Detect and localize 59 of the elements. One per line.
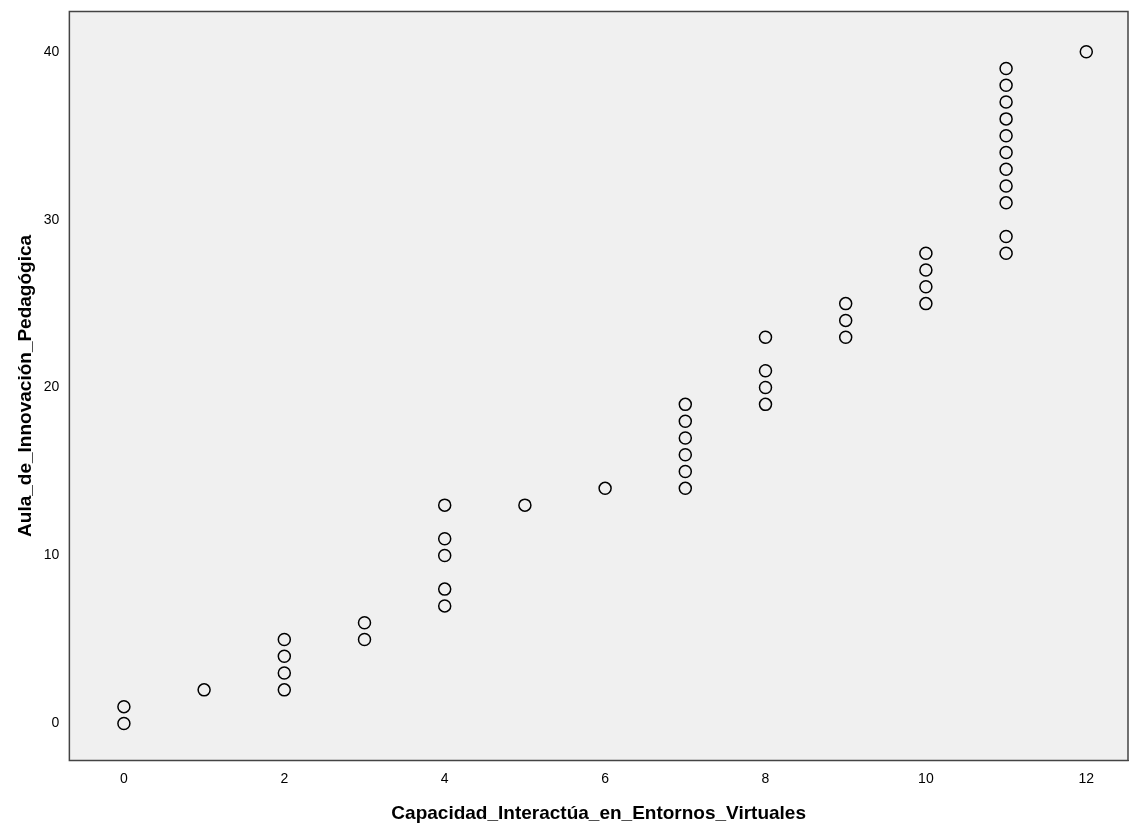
point [919,280,933,294]
point [678,464,693,479]
x-tick-label: 12 [1078,769,1095,786]
point [838,313,853,328]
point [518,498,532,512]
x-tick-label: 6 [601,769,610,786]
point [919,246,933,260]
point [678,414,693,428]
point [999,246,1013,260]
point [758,380,773,395]
point [437,498,452,512]
point [117,716,131,731]
point [437,548,452,563]
y-tick-label: 10 [43,546,60,563]
point [999,162,1013,177]
point [117,699,131,714]
point [999,196,1013,210]
x-tick-label: 10 [918,769,934,786]
point [919,296,933,311]
y-tick-label: 30 [43,210,60,227]
point [678,448,693,462]
x-tick-label: 0 [120,769,129,786]
point [277,632,292,647]
point [437,582,452,596]
point [758,397,773,412]
point [437,599,452,613]
point [598,481,612,496]
point [838,330,853,344]
point [197,683,211,697]
y-tick-label: 0 [51,714,60,731]
point [758,364,773,378]
point [999,229,1013,244]
x-axis-title: Capacidad_Interactúa_en_Entornos_Virtuales [391,801,807,823]
point [678,431,693,445]
point [999,145,1013,160]
point [999,128,1013,143]
point [437,531,452,546]
point [999,95,1013,109]
point [1079,44,1094,59]
y-axis-title: Aula_de_Innovación_Pedagógica [13,234,35,537]
point [999,61,1013,76]
x-tick-label: 4 [440,769,449,786]
point [678,397,693,412]
y-tick-label: 40 [43,42,60,59]
point [277,666,292,680]
point [357,632,372,647]
point [999,112,1013,126]
x-tick-label: 8 [761,769,770,786]
point [758,330,773,344]
point [357,615,372,630]
point [919,263,933,277]
point [838,296,853,311]
point [277,683,292,697]
y-tick-label: 20 [43,378,60,395]
point [999,78,1013,93]
point [277,649,292,664]
point [678,481,693,496]
point [999,179,1013,193]
x-tick-label: 2 [280,769,289,786]
